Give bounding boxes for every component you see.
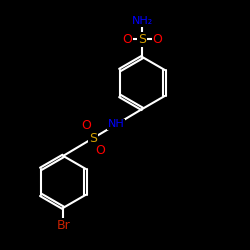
- Text: Br: Br: [56, 219, 70, 232]
- Text: O: O: [153, 33, 162, 46]
- Text: O: O: [96, 144, 106, 157]
- Text: S: S: [89, 132, 97, 144]
- Text: S: S: [138, 33, 146, 46]
- Text: O: O: [81, 119, 91, 132]
- Text: O: O: [122, 33, 132, 46]
- Text: NH₂: NH₂: [132, 16, 153, 26]
- Text: NH: NH: [108, 120, 124, 130]
